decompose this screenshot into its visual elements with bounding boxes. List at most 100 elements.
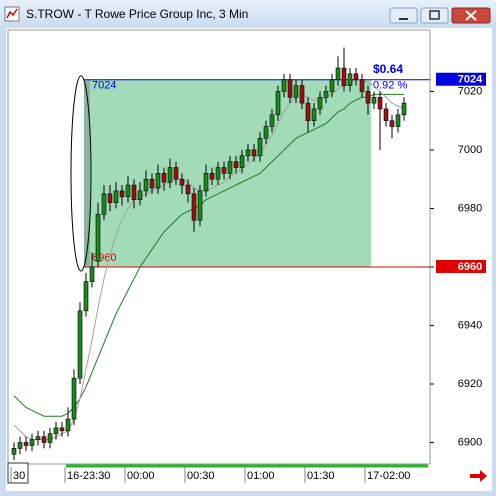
candle-body xyxy=(281,79,287,92)
candle-body xyxy=(329,79,335,92)
candle-body xyxy=(89,266,95,282)
high-label: 7024 xyxy=(92,80,116,92)
candle-body xyxy=(155,173,161,189)
candle-body xyxy=(197,190,203,221)
candle-body xyxy=(317,96,323,110)
candle-body xyxy=(107,193,113,203)
candle-body xyxy=(245,149,251,157)
candle-body xyxy=(341,67,347,86)
candle-body xyxy=(299,85,305,104)
candle-body xyxy=(137,190,143,200)
candle-body xyxy=(311,108,317,121)
candle-body xyxy=(269,114,275,127)
candle-body xyxy=(41,436,47,443)
candle-body xyxy=(179,178,185,186)
x-tick-label: 17-02:00 xyxy=(367,470,410,482)
x-tick-label: 01:30 xyxy=(307,470,335,482)
candle-body xyxy=(209,173,215,180)
y-tick-label: 7000 xyxy=(458,144,482,156)
candle-body xyxy=(359,79,365,92)
candle-body xyxy=(239,155,245,168)
y-tick-label: 6920 xyxy=(458,378,482,390)
window-title: S.TROW - T Rowe Price Group Inc, 3 Min xyxy=(26,7,248,21)
candle-body xyxy=(227,161,233,174)
candle-body xyxy=(131,184,137,200)
maximize-button[interactable] xyxy=(420,7,449,24)
candle-body xyxy=(173,167,179,180)
candle-body xyxy=(335,67,341,81)
candle-body xyxy=(47,433,53,443)
price-marker-label: 6960 xyxy=(458,261,482,273)
candle-body xyxy=(161,173,167,183)
candle-body xyxy=(143,178,149,192)
candle-body xyxy=(371,96,377,104)
y-tick-label: 6980 xyxy=(458,202,482,214)
candle-body xyxy=(23,442,29,446)
candle-body xyxy=(95,214,101,262)
candle-body xyxy=(71,377,77,420)
candle-body xyxy=(395,114,401,127)
price-marker xyxy=(436,72,486,86)
candle-body xyxy=(377,96,383,110)
candle-body xyxy=(323,91,329,98)
candle-body xyxy=(293,85,299,98)
candle-body xyxy=(191,193,197,221)
candle-body xyxy=(383,108,389,121)
candle-body xyxy=(167,167,173,183)
candle-body xyxy=(101,193,107,215)
price-marker xyxy=(436,259,486,273)
candle-body xyxy=(53,427,59,435)
average-line xyxy=(13,79,405,441)
candle-body xyxy=(185,184,191,195)
x-tick-label: 00:00 xyxy=(127,470,155,482)
maximize-glyph xyxy=(429,10,440,20)
candle-body xyxy=(353,73,359,81)
candle-body xyxy=(113,190,119,203)
candle-body xyxy=(275,91,281,116)
average-line xyxy=(13,93,404,417)
candle-body xyxy=(65,418,71,432)
corner-box[interactable] xyxy=(7,462,29,484)
low-label: 6960 xyxy=(92,252,116,264)
x-tick-label: 16-23:30 xyxy=(67,470,110,482)
y-tick-label: 6900 xyxy=(458,436,482,448)
scroll-arrow[interactable] xyxy=(470,470,487,482)
candle-body xyxy=(83,281,89,312)
y-tick-label: 6940 xyxy=(458,319,482,331)
y-tick-label: 7020 xyxy=(458,85,482,97)
x-tick-label: 00:30 xyxy=(187,470,215,482)
x-tick-label: 01:00 xyxy=(247,470,275,482)
range-box xyxy=(84,79,371,267)
plot-layer: 7024 6960 $0.64 0.92 % xyxy=(11,47,430,461)
candle-body xyxy=(389,120,395,127)
candle-body xyxy=(59,427,65,432)
candle-body xyxy=(77,310,83,379)
candle-body xyxy=(11,448,17,455)
x-tick-label: 30 xyxy=(13,470,25,482)
close-glyph xyxy=(465,10,477,21)
candle-body xyxy=(263,126,269,139)
candle-body xyxy=(35,436,41,440)
window-icon-glyph xyxy=(6,8,18,19)
candle-body xyxy=(233,161,239,168)
candle-body xyxy=(149,178,155,189)
candle-body xyxy=(215,167,221,180)
candle-body xyxy=(365,91,371,104)
candle-body xyxy=(305,102,311,121)
candle-body xyxy=(287,79,293,98)
candle-body xyxy=(125,184,131,198)
change-label: $0.64 xyxy=(373,62,403,76)
price-marker-label: 7024 xyxy=(458,74,483,86)
candle-body xyxy=(17,442,23,449)
minimize-button[interactable] xyxy=(389,7,418,24)
candle-body xyxy=(251,149,257,157)
percent-label: 0.92 % xyxy=(373,80,407,92)
candle-body xyxy=(29,439,35,446)
candle-body xyxy=(401,102,407,116)
candle-body xyxy=(221,167,227,174)
range-box-shadow xyxy=(84,79,90,267)
ellipse-drawing xyxy=(70,75,92,272)
candle-body xyxy=(203,173,209,192)
candle-body xyxy=(257,137,263,157)
